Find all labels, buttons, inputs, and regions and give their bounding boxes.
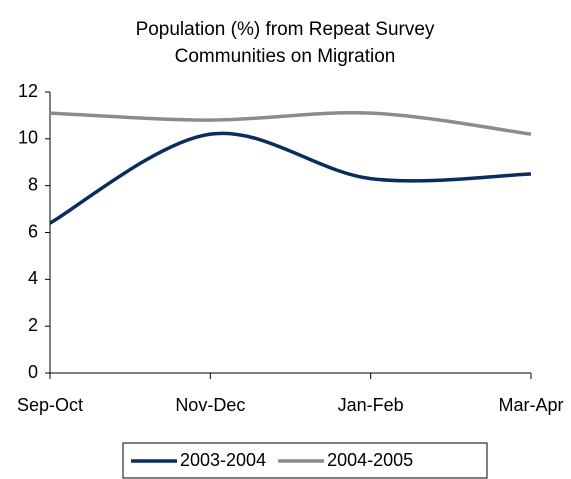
- line: [49, 131, 532, 225]
- y-tick-label: 0: [28, 362, 38, 382]
- legend: 2003-2004 2004-2005: [122, 442, 488, 479]
- x-tick-label: Jan-Feb: [338, 395, 404, 415]
- y-tick-label: 4: [28, 268, 38, 288]
- y-tick-label: 10: [18, 128, 38, 148]
- y-tick-label: 6: [28, 221, 38, 241]
- x-tick-label: Sep-Oct: [17, 395, 83, 415]
- y-tick-label: 8: [28, 174, 38, 194]
- x-tick-label: Mar-Apr: [498, 395, 563, 415]
- legend-label: 2004-2005: [327, 450, 413, 470]
- x-tick-label: Nov-Dec: [175, 395, 245, 415]
- y-tick-label: 2: [28, 315, 38, 335]
- chart-title: Population (%) from Repeat Survey Commun…: [135, 19, 435, 67]
- line: [49, 110, 532, 136]
- y-tick-label: 12: [18, 81, 38, 101]
- legend-label: 2003-2004: [180, 450, 266, 470]
